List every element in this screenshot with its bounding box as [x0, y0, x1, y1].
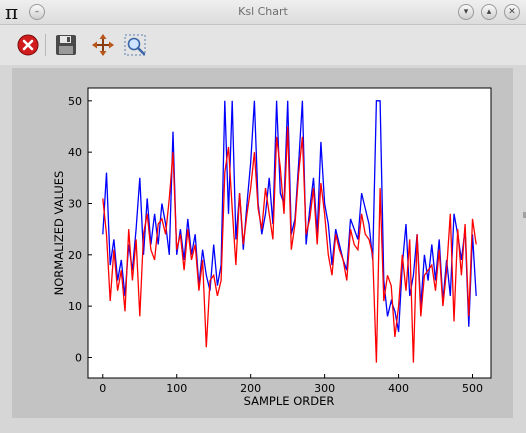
x-tick-label: 300 [314, 382, 335, 395]
resize-grip[interactable] [523, 212, 526, 218]
window-title: Ksl Chart [238, 5, 288, 18]
x-tick-label: 100 [166, 382, 187, 395]
plot-area [87, 87, 492, 379]
y-tick-label: 40 [68, 146, 82, 159]
toolbar [0, 25, 526, 65]
chart-canvas[interactable]: 0 100 200 300 400 500 0 10 20 30 40 50 SAMPLE ORDER… [12, 68, 513, 418]
x-axis-label: SAMPLE ORDER [244, 394, 335, 408]
title-bar: π – Ksl Chart ▾ ▴ ✕ [0, 0, 526, 25]
y-tick-label: 50 [68, 95, 82, 108]
close-icon[interactable] [16, 33, 40, 57]
y-axis-label: NORMALIZED VALUES [52, 171, 66, 296]
close-icon[interactable]: ✕ [504, 4, 520, 20]
y-tick-label: 10 [68, 300, 82, 313]
chart-frame: 0 100 200 300 400 500 0 10 20 30 40 50 SAMPLE ORDER… [12, 68, 513, 418]
x-tick-label: 400 [388, 382, 409, 395]
minimize-icon[interactable]: ▾ [458, 4, 474, 20]
toolbar-separator [45, 34, 46, 56]
y-tick-label: 0 [75, 351, 82, 364]
window-menu-icon[interactable]: – [29, 4, 45, 20]
x-tick-label: 500 [462, 382, 483, 395]
x-tick-label: 200 [240, 382, 261, 395]
save-icon[interactable] [54, 33, 78, 57]
y-tick-label: 30 [68, 197, 82, 210]
maximize-icon[interactable]: ▴ [481, 4, 497, 20]
pi-icon: π [5, 0, 19, 24]
series-line-2 [102, 126, 477, 363]
pan-icon[interactable] [91, 33, 115, 57]
x-tick-label: 0 [99, 382, 106, 395]
zoom-icon[interactable] [123, 33, 147, 57]
y-tick-label: 20 [68, 249, 82, 262]
